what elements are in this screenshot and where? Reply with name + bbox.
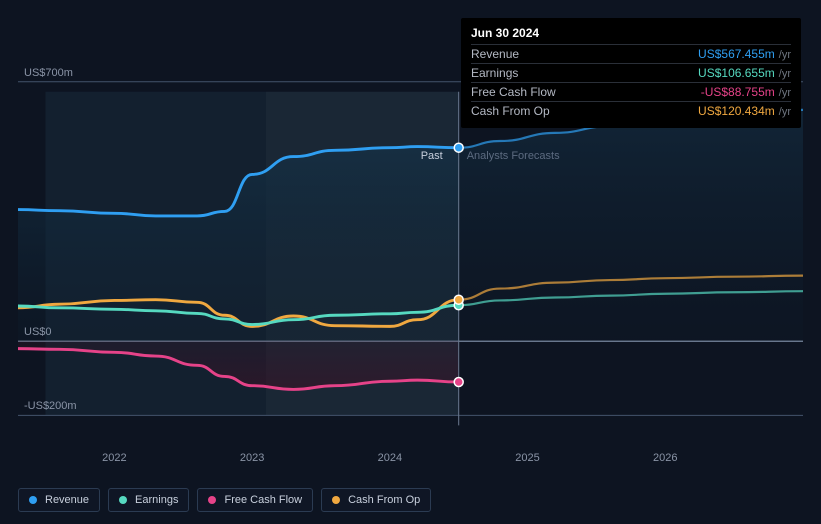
legend-swatch [119,496,127,504]
legend-item-revenue[interactable]: Revenue [18,488,100,512]
tooltip-label: Revenue [471,47,519,61]
legend-item-earnings[interactable]: Earnings [108,488,189,512]
legend-item-cash-from-op[interactable]: Cash From Op [321,488,431,512]
x-tick-label: 2024 [378,452,402,464]
tooltip-row: Free Cash Flow -US$88.755m/yr [471,82,791,101]
legend-swatch [332,496,340,504]
earnings-revenue-chart: -US$200m US$0 US$700m 2022 2023 2024 2025 2026… [0,0,821,524]
y-tick-label: -US$200m [24,400,77,412]
tooltip-label: Free Cash Flow [471,85,556,99]
past-label: Past [421,150,443,162]
tooltip-title: Jun 30 2024 [471,26,791,40]
tooltip-label: Earnings [471,66,518,80]
tooltip-row: Revenue US$567.455m/yr [471,44,791,63]
legend-item-free-cash-flow[interactable]: Free Cash Flow [197,488,313,512]
tooltip-unit: /yr [779,87,791,99]
x-tick-label: 2025 [515,452,539,464]
legend-label: Revenue [45,494,89,506]
tooltip-value: US$106.655m [698,66,775,80]
x-tick-label: 2023 [240,452,264,464]
x-tick-label: 2022 [102,452,126,464]
y-tick-label: US$0 [24,326,52,338]
legend-label: Earnings [135,494,178,506]
tooltip-unit: /yr [779,68,791,80]
legend-label: Cash From Op [348,494,420,506]
tooltip-value: -US$88.755m [701,85,775,99]
forecast-label: Analysts Forecasts [467,150,560,162]
legend-swatch [208,496,216,504]
tooltip-value: US$567.455m [698,47,775,61]
tooltip-value: US$120.434m [698,104,775,118]
tooltip-label: Cash From Op [471,104,550,118]
tooltip-row: Cash From Op US$120.434m/yr [471,101,791,120]
legend-swatch [29,496,37,504]
marker-cfo [454,295,463,304]
x-tick-label: 2026 [653,452,677,464]
hover-tooltip: Jun 30 2024 RevenueUS$567.455m/yrEarning… [461,18,801,128]
tooltip-unit: /yr [779,106,791,118]
y-tick-label: US$700m [24,67,73,79]
marker-fcf [454,377,463,386]
marker-revenue [454,143,463,152]
tooltip-unit: /yr [779,49,791,61]
legend-label: Free Cash Flow [224,494,302,506]
tooltip-row: Earnings US$106.655m/yr [471,63,791,82]
chart-legend: Revenue Earnings Free Cash Flow Cash From O… [18,488,431,512]
